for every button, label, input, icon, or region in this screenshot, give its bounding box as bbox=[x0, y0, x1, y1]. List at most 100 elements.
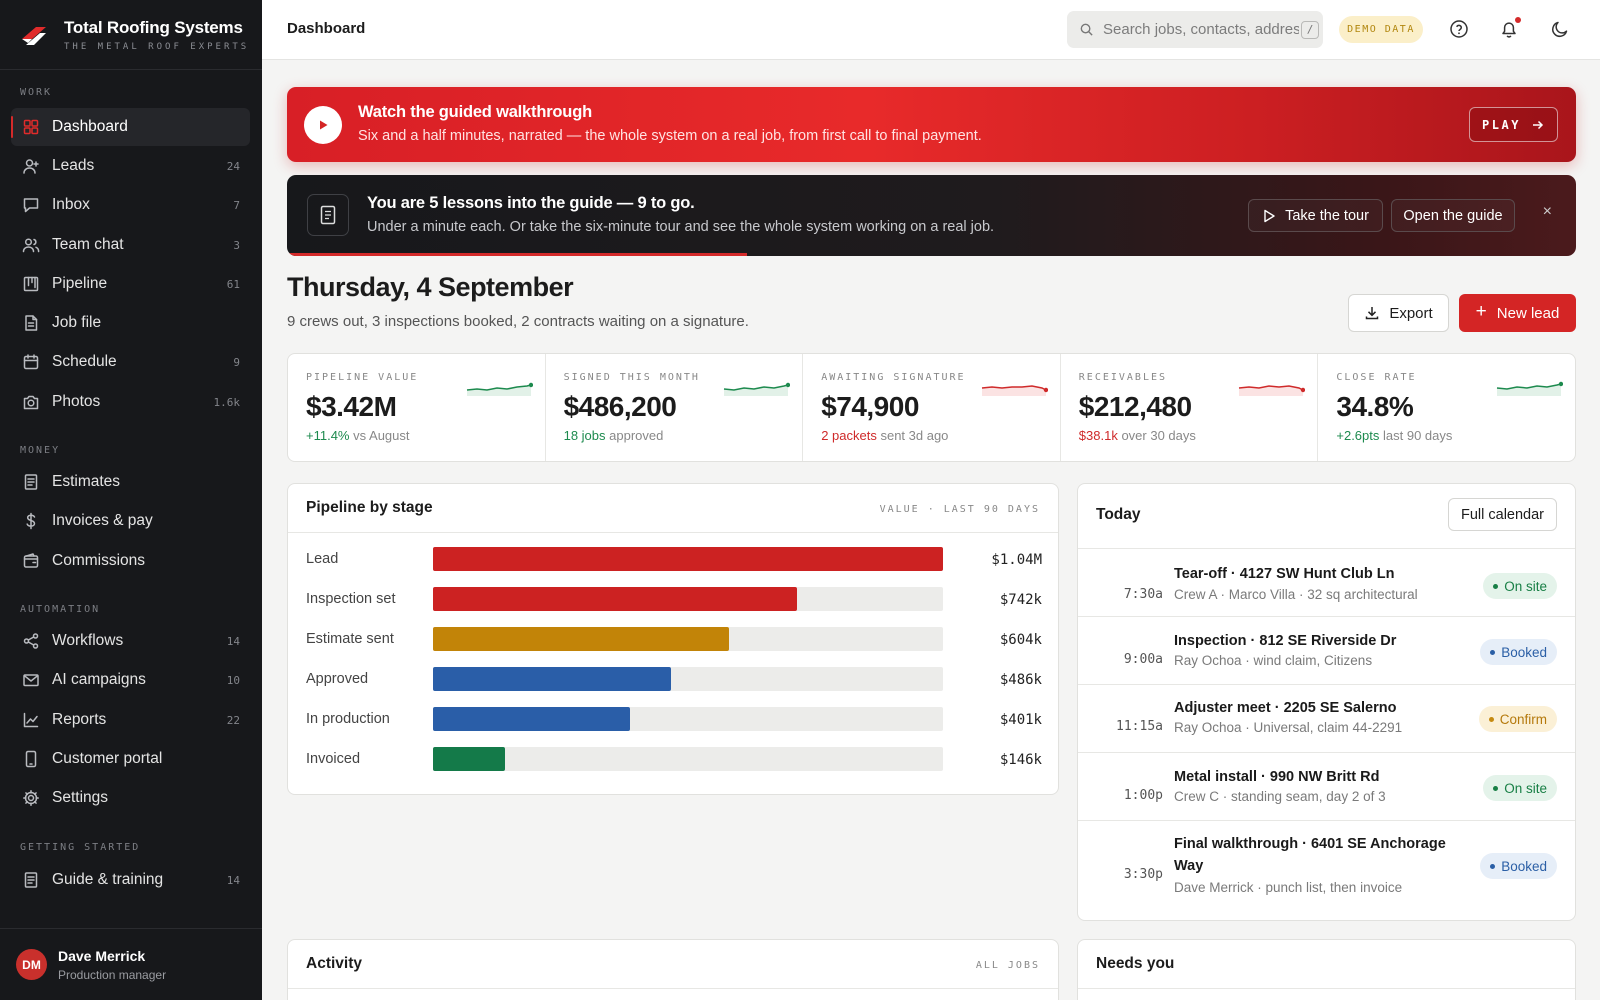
status-badge: Confirm bbox=[1478, 706, 1557, 732]
schedule-item[interactable]: 7:30a Tear-off · 4127 SW Hunt Club Ln Crew… bbox=[1078, 548, 1575, 616]
kpi-note: sent 3d ago bbox=[880, 428, 949, 443]
sidebar-item-team-chat[interactable]: Team chat 3 bbox=[11, 226, 250, 264]
play-button[interactable]: PLAY bbox=[1469, 107, 1558, 142]
kpi-card[interactable]: RECEIVABLES $212,480 $38.1k over 30 days bbox=[1061, 354, 1319, 461]
sidebar-item-label: Inbox bbox=[52, 196, 90, 213]
sidebar-item-invoices-pay[interactable]: Invoices & pay bbox=[11, 502, 250, 540]
kpi-delta: $38.1k bbox=[1078, 428, 1118, 443]
sidebar-item-inbox[interactable]: Inbox 7 bbox=[11, 186, 250, 224]
sidebar-item-customer-portal[interactable]: Customer portal bbox=[11, 740, 250, 778]
schedule-item[interactable]: 11:15a Adjuster meet · 2205 SE Salerno Ray… bbox=[1078, 684, 1575, 752]
status-badge: On site bbox=[1483, 573, 1557, 599]
sidebar: Total Roofing Systems THE METAL ROOF EXP… bbox=[0, 0, 262, 1000]
sidebar-item-count: 7 bbox=[233, 198, 240, 212]
kpi-card[interactable]: SIGNED THIS MONTH $486,200 18 jobs approve… bbox=[546, 354, 804, 461]
dollar-icon bbox=[26, 512, 36, 530]
schedule-item[interactable]: 3:30p Final walkthrough · 6401 SE Anchora… bbox=[1078, 820, 1575, 920]
guide-progress-fill bbox=[287, 253, 748, 256]
kpi-card[interactable]: CLOSE RATE 34.8% +2.6pts last 90 days bbox=[1318, 354, 1575, 461]
status-label: Booked bbox=[1501, 644, 1547, 660]
sidebar-item-count: 9 bbox=[233, 355, 240, 369]
schedule-subtitle: Ray Ochoa · wind claim, Citizens bbox=[1174, 653, 1373, 668]
status-dot bbox=[1490, 863, 1496, 869]
stage-bar-track bbox=[433, 627, 943, 651]
sidebar-item-commissions[interactable]: Commissions bbox=[11, 542, 250, 580]
kpi-subtext: 2 packets sent 3d ago bbox=[821, 428, 948, 443]
wallet-icon bbox=[23, 553, 39, 568]
user-role: Production manager bbox=[58, 967, 167, 982]
status-label: Confirm bbox=[1499, 711, 1547, 727]
sidebar-item-photos[interactable]: Photos 1.6k bbox=[11, 383, 250, 421]
kpi-subtext: +2.6pts last 90 days bbox=[1336, 428, 1452, 443]
open-guide-button[interactable]: Open the guide bbox=[1391, 199, 1515, 232]
export-button[interactable]: Export bbox=[1348, 294, 1449, 332]
schedule-time: 1:00p bbox=[1123, 788, 1163, 803]
sidebar-item-reports[interactable]: Reports 22 bbox=[11, 701, 250, 739]
schedule-time: 11:15a bbox=[1116, 719, 1163, 734]
arrow-right-icon bbox=[1532, 120, 1544, 129]
search-input[interactable]: Search jobs, contacts, addresses / bbox=[1067, 11, 1323, 48]
sidebar-item-workflows[interactable]: Workflows 14 bbox=[11, 622, 250, 660]
moon-icon[interactable] bbox=[1549, 18, 1571, 40]
full-calendar-button[interactable]: Full calendar bbox=[1448, 498, 1557, 531]
new-lead-button[interactable]: + New lead bbox=[1459, 294, 1576, 332]
kanban-icon bbox=[23, 276, 39, 292]
sidebar-item-settings[interactable]: Settings bbox=[11, 779, 250, 817]
status-dot bbox=[1493, 785, 1499, 791]
play-circle-button[interactable] bbox=[304, 106, 342, 144]
sidebar-item-guide-training[interactable]: Guide & training 14 bbox=[11, 861, 250, 899]
close-icon[interactable]: × bbox=[1542, 203, 1552, 220]
pipeline-stage-row[interactable]: Inspection set $742k bbox=[306, 587, 1042, 613]
notification-dot bbox=[1515, 17, 1521, 23]
divider bbox=[288, 988, 1058, 989]
sidebar-item-pipeline[interactable]: Pipeline 61 bbox=[11, 265, 250, 303]
kpi-value: $3.42M bbox=[306, 391, 397, 422]
pipeline-stage-row[interactable]: Lead $1.04M bbox=[306, 547, 1042, 573]
current-user[interactable]: DM Dave Merrick Production manager bbox=[0, 928, 262, 1000]
schedule-title: Final walkthrough · 6401 SE Anchorage Wa… bbox=[1174, 836, 1446, 874]
pipeline-stage-row[interactable]: In production $401k bbox=[306, 707, 1042, 733]
needs-you-title: Needs you bbox=[1096, 955, 1175, 972]
schedule-item[interactable]: 1:00p Metal install · 990 NW Britt Rd Crew… bbox=[1078, 752, 1575, 820]
kpi-sparkline bbox=[981, 385, 1048, 396]
sidebar-item-label: Leads bbox=[52, 157, 95, 174]
kpi-note: vs August bbox=[353, 428, 410, 443]
sidebar-item-estimates[interactable]: Estimates bbox=[11, 463, 250, 501]
walkthrough-subtitle: Six and a half minutes, narrated — the w… bbox=[358, 128, 982, 144]
open-guide-label: Open the guide bbox=[1403, 207, 1503, 224]
sidebar-item-label: Customer portal bbox=[52, 750, 163, 767]
sidebar-item-schedule[interactable]: Schedule 9 bbox=[11, 343, 250, 381]
file-icon bbox=[25, 315, 38, 331]
kpi-delta: +11.4% bbox=[306, 428, 350, 443]
guide-progress-banner: You are 5 lessons into the guide — 9 to … bbox=[287, 175, 1576, 256]
schedule-subtitle: Crew A · Marco Villa · 32 sq architectur… bbox=[1174, 587, 1418, 602]
sidebar-item-dashboard[interactable]: Dashboard bbox=[11, 108, 250, 146]
kpi-label: PIPELINE VALUE bbox=[306, 372, 419, 383]
stage-bar-track bbox=[433, 587, 943, 611]
help-icon[interactable] bbox=[1448, 18, 1470, 40]
book-icon bbox=[320, 205, 336, 225]
sidebar-item-count: 14 bbox=[226, 634, 240, 648]
stage-bar bbox=[433, 747, 505, 771]
pipeline-stage-row[interactable]: Estimate sent $604k bbox=[306, 627, 1042, 653]
sidebar-item-label: Estimates bbox=[52, 473, 121, 490]
kpi-delta: 2 packets bbox=[821, 428, 877, 443]
schedule-item[interactable]: 9:00a Inspection · 812 SE Riverside Dr Ray… bbox=[1078, 616, 1575, 684]
kpi-card[interactable]: PIPELINE VALUE $3.42M +11.4% vs August bbox=[288, 354, 546, 461]
sidebar-item-job-file[interactable]: Job file bbox=[11, 304, 250, 342]
camera-icon bbox=[23, 395, 39, 410]
today-card: Today Full calendar 7:30a Tear-off · 4127… bbox=[1077, 483, 1576, 921]
search-shortcut: / bbox=[1301, 20, 1319, 39]
sidebar-item-count: 14 bbox=[226, 873, 240, 887]
sidebar-item-ai-campaigns[interactable]: AI campaigns 10 bbox=[11, 661, 250, 699]
pipeline-stage-row[interactable]: Approved $486k bbox=[306, 667, 1042, 693]
sidebar-item-count: 22 bbox=[226, 713, 240, 727]
pipeline-stage-row[interactable]: Invoiced $146k bbox=[306, 747, 1042, 773]
kpi-value: 34.8% bbox=[1336, 391, 1414, 422]
sidebar-item-leads[interactable]: Leads 24 bbox=[11, 147, 250, 185]
take-tour-button[interactable]: Take the tour bbox=[1248, 199, 1383, 232]
play-icon bbox=[320, 120, 328, 130]
kpi-card[interactable]: AWAITING SIGNATURE $74,900 2 packets sent … bbox=[803, 354, 1061, 461]
bell-icon[interactable] bbox=[1498, 18, 1520, 40]
receipt-icon bbox=[24, 474, 38, 490]
